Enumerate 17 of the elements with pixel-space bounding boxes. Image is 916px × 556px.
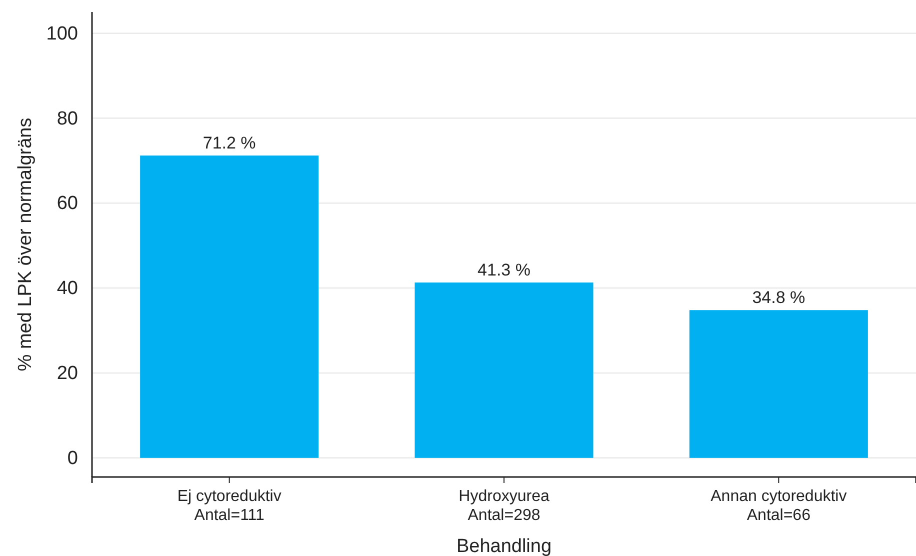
data-label: 41.3 % [478,260,530,280]
y-tick-label: 0 [67,448,78,469]
y-tick-label: 60 [56,193,78,214]
x-axis-title: Behandling [456,536,552,556]
y-tick-label: 40 [56,278,78,300]
bar [689,310,868,458]
bar [140,156,319,458]
y-tick-label: 100 [46,23,78,44]
x-tick-label: Annan cytoreduktiv Antal=66 [710,488,847,524]
data-label: 34.8 % [752,288,806,308]
bar [414,282,594,458]
x-tick-label: Ej cytoreduktiv Antal=111 [177,488,282,524]
y-tick-label: 20 [56,363,78,384]
data-label: 71.2 % [202,134,256,153]
x-tick-label: Hydroxyurea Antal=298 [458,488,550,524]
y-tick-label: 80 [56,108,78,130]
y-axis-title: % med LPK över normalgräns [15,118,36,372]
